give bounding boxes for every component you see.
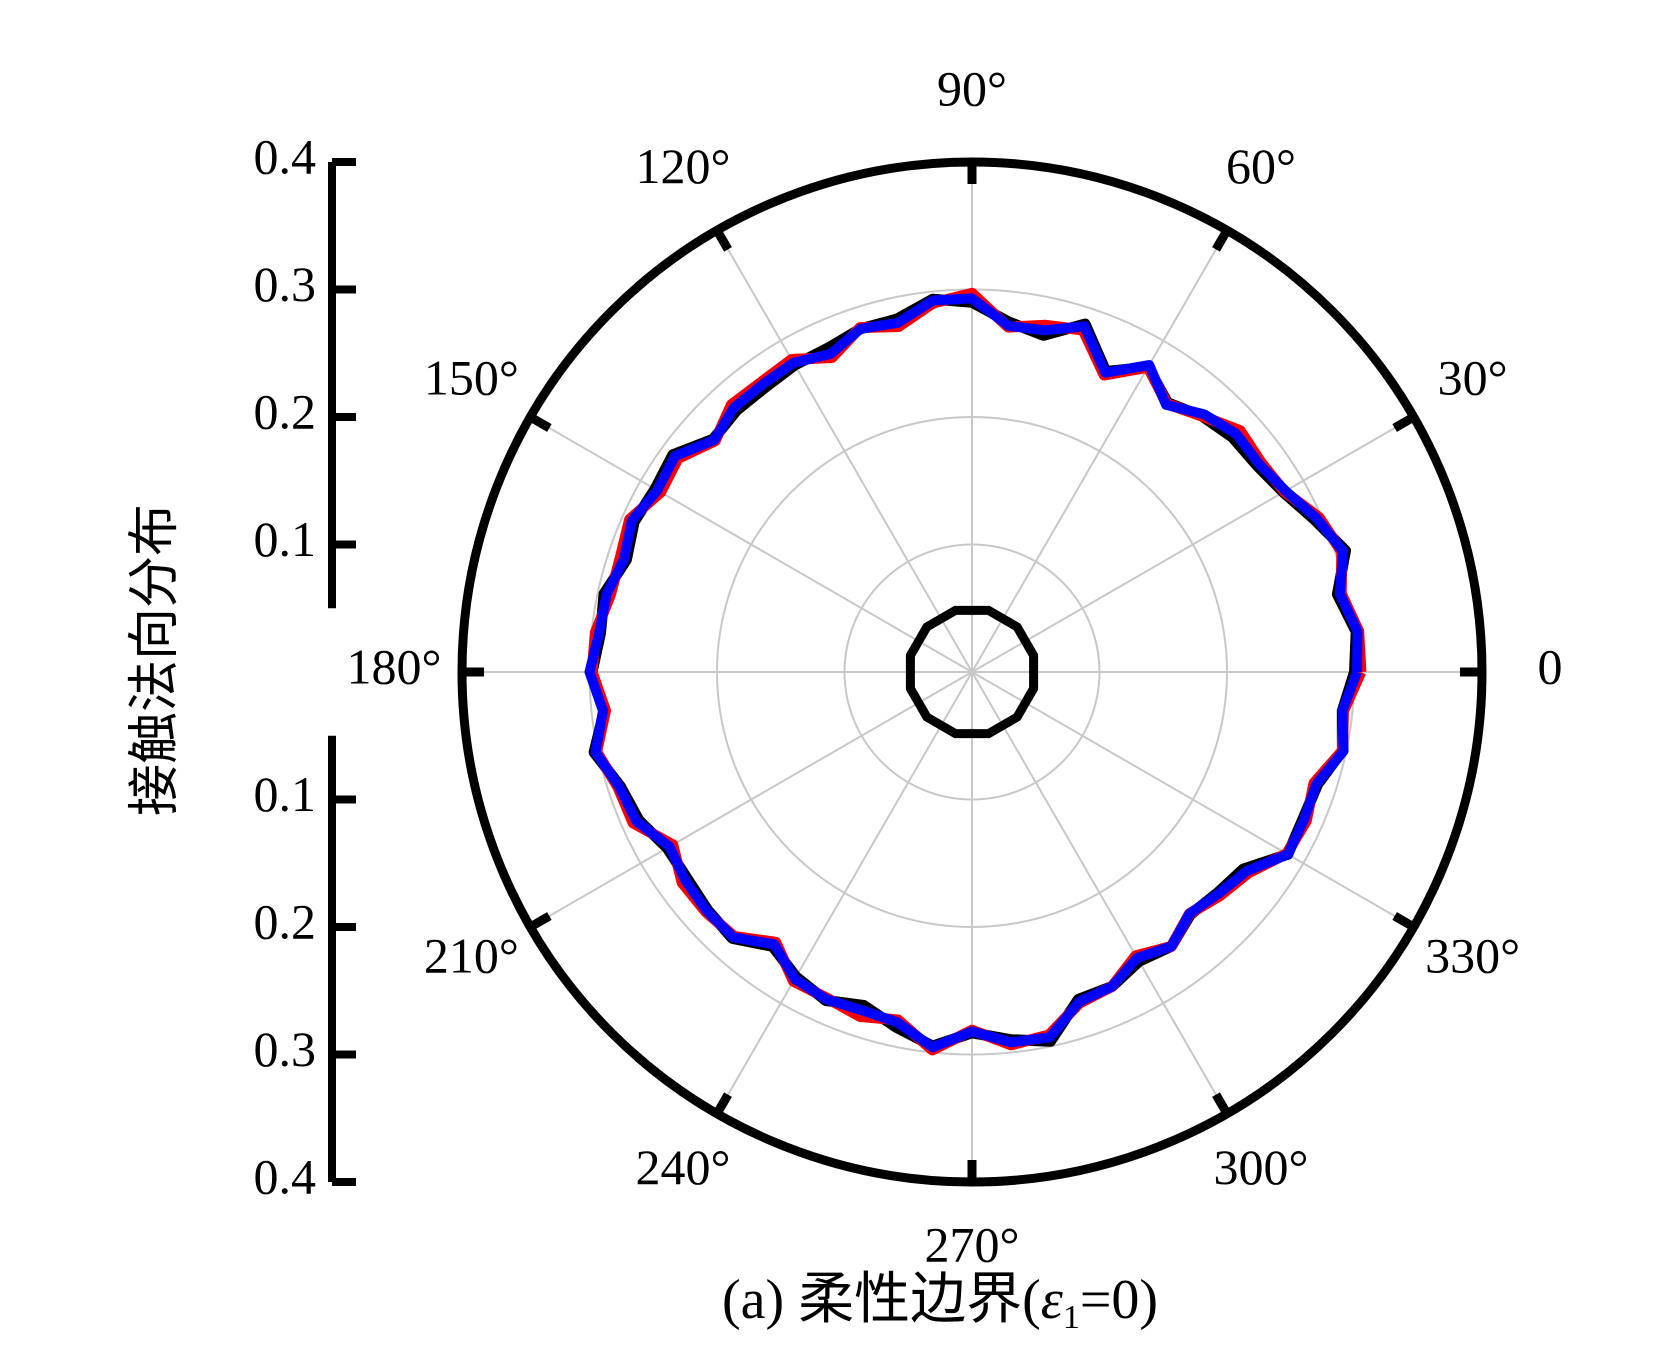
spoke-30: [971, 416, 1415, 673]
polar-frame: [457, 157, 1487, 1187]
spoke-60: [971, 229, 1228, 673]
radial-tick-label-lower-3: 0.4: [254, 1148, 317, 1204]
angle-labels: 0 30° 60° 90° 120° 150° 180° 210° 240° 270° 300° 33…: [347, 60, 1563, 1272]
spoke-210: [529, 671, 973, 928]
angle-label-0: 0: [1538, 638, 1563, 694]
angle-tick-240: [713, 1092, 732, 1116]
inner-marker: [905, 605, 1039, 739]
caption-subscript: 1: [1063, 1299, 1080, 1336]
angle-tick-120: [713, 228, 732, 252]
angle-label-330: 330°: [1425, 927, 1520, 983]
chart-caption: (a) 柔性边界(ε1=0): [722, 1269, 1158, 1336]
caption-suffix: =0): [1080, 1269, 1158, 1331]
data-series: [584, 287, 1367, 1056]
angle-tick-30: [1392, 413, 1416, 432]
angle-label-180: 180°: [347, 638, 442, 694]
spoke-330: [971, 671, 1415, 928]
angle-tick-300: [1212, 1092, 1231, 1116]
caption-prefix: (a) 柔性边界(: [722, 1269, 1041, 1331]
angle-label-210: 210°: [424, 927, 519, 983]
angle-tick-150: [528, 413, 552, 432]
angle-label-90: 90°: [937, 60, 1007, 116]
angle-tick-330: [1392, 912, 1416, 931]
radial-tick-label-lower-1: 0.2: [254, 893, 317, 949]
radial-tick-label-lower-0: 0.1: [254, 766, 317, 822]
angle-tick-210: [528, 912, 552, 931]
caption-epsilon: ε: [1041, 1269, 1064, 1331]
angle-label-150: 150°: [424, 349, 519, 405]
series-line-2: [584, 293, 1363, 1053]
y-axis-label: 接触法向分布: [125, 504, 185, 816]
radial-tick-label-upper-2: 0.3: [254, 256, 317, 312]
spoke-120: [716, 229, 973, 673]
angle-label-300: 300°: [1214, 1139, 1309, 1195]
angle-label-240: 240°: [636, 1139, 731, 1195]
spoke-300: [971, 671, 1228, 1115]
radial-tick-label-upper-3: 0.4: [254, 128, 317, 184]
angle-label-30: 30°: [1438, 349, 1508, 405]
angle-label-60: 60°: [1226, 138, 1296, 194]
angle-label-120: 120°: [636, 138, 731, 194]
spoke-240: [716, 671, 973, 1115]
radial-tick-label-upper-1: 0.2: [254, 383, 317, 439]
angular-spokes: [462, 162, 1482, 1182]
radial-axis: 0.1 0.1 0.2 0.2 0.3 0.3 0.4 0.4: [254, 128, 356, 1204]
angle-tick-60: [1212, 228, 1231, 252]
radial-tick-label-lower-2: 0.3: [254, 1021, 317, 1077]
angle-label-270: 270°: [925, 1216, 1020, 1272]
radial-tick-label-upper-0: 0.1: [254, 511, 317, 567]
spoke-150: [529, 416, 973, 673]
